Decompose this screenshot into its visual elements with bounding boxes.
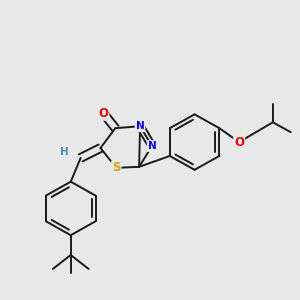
Text: S: S	[112, 161, 121, 174]
Text: N: N	[148, 141, 156, 151]
Text: H: H	[60, 147, 69, 157]
Text: N: N	[136, 121, 145, 131]
Text: O: O	[98, 107, 108, 120]
Text: O: O	[234, 136, 244, 148]
